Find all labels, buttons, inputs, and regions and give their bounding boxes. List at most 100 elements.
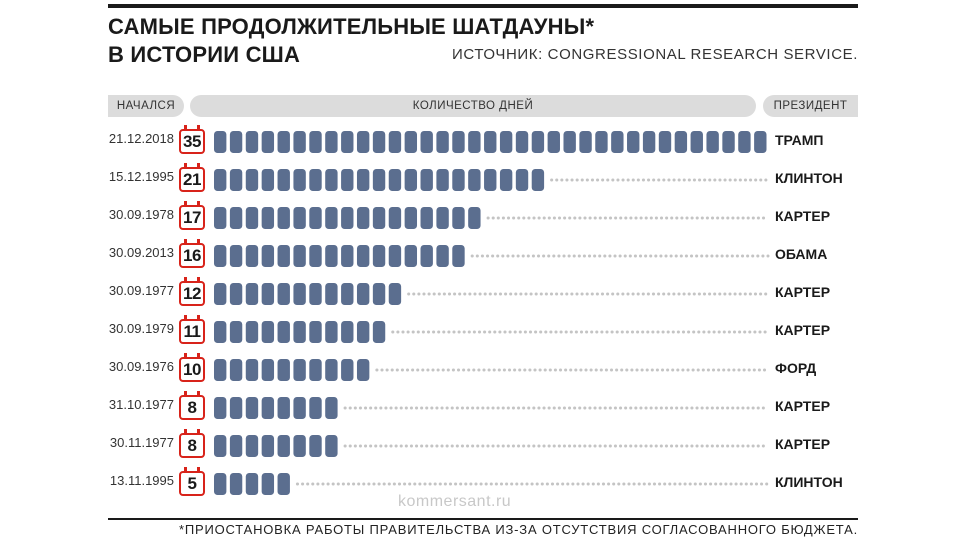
day-segment [309, 321, 322, 343]
day-segment [293, 131, 306, 153]
day-segment [642, 131, 656, 153]
day-segment [214, 359, 227, 381]
day-segment [356, 131, 370, 153]
day-segment [261, 169, 275, 191]
day-segment [404, 245, 418, 267]
day-segment [531, 131, 545, 153]
day-segment [563, 131, 576, 153]
day-bar-track [214, 397, 770, 419]
day-segment [261, 397, 275, 419]
calendar-icon-days-label: 35 [179, 125, 205, 154]
header-president: ПРЕЗИДЕНТ [763, 95, 858, 117]
start-date-label: 13.11.1995 [109, 473, 174, 488]
day-segment [277, 131, 290, 153]
day-segment [436, 207, 449, 229]
day-segment [674, 131, 688, 153]
chart-row: 30.09.1978 17 КАРТЕР [0, 199, 968, 237]
day-segment [499, 169, 513, 191]
day-segment [293, 397, 306, 419]
day-segment [309, 283, 322, 305]
calendar-icon-days-label: 10 [179, 353, 205, 382]
day-segment [722, 131, 735, 153]
day-segment [341, 359, 354, 381]
calendar-icon-days-label: 8 [179, 429, 205, 458]
calendar-icon-days-label: 8 [179, 391, 205, 420]
chart-row: 30.09.1979 11 КАРТЕР [0, 313, 968, 351]
day-segment [214, 473, 227, 495]
day-segment [261, 321, 275, 343]
day-segment [245, 131, 259, 153]
day-segment [706, 131, 719, 153]
day-segment [277, 473, 290, 495]
day-segment [261, 435, 275, 457]
day-segment [388, 131, 402, 153]
day-segment [325, 169, 338, 191]
day-bar-track [214, 473, 770, 495]
start-date-label: 30.09.1979 [108, 321, 174, 336]
day-segment [372, 245, 386, 267]
day-segment [404, 131, 418, 153]
calendar-icon-days-label: 21 [179, 163, 205, 192]
day-segment [356, 207, 370, 229]
header-days: КОЛИЧЕСТВО ДНЕЙ [190, 95, 756, 117]
day-segment [420, 131, 433, 153]
day-segment [452, 131, 465, 153]
president-label: КАРТЕР [775, 322, 831, 338]
day-segment [309, 359, 322, 381]
day-segment [293, 207, 306, 229]
day-segment [515, 131, 529, 153]
chart-row: 30.09.1976 10 ФОРД [0, 351, 968, 389]
header-start: НАЧАЛСЯ [108, 95, 184, 117]
chart-row: 30.09.1977 12 КАРТЕР [0, 275, 968, 313]
calendar-icon-days-label: 12 [179, 277, 205, 306]
chart-row: 30.09.2013 16 ОБАМА [0, 237, 968, 275]
day-segment [356, 283, 370, 305]
day-bar-track [214, 435, 770, 457]
day-segment [356, 169, 370, 191]
day-segment [309, 435, 322, 457]
day-segment [277, 169, 290, 191]
day-segment [245, 397, 259, 419]
day-segment [325, 283, 338, 305]
start-date-label: 21.12.2018 [108, 131, 174, 146]
day-segment [325, 397, 338, 419]
day-segment [754, 131, 767, 153]
day-segment [388, 169, 402, 191]
day-segment [293, 435, 306, 457]
day-segment [372, 321, 386, 343]
chart-row: 30.11.1977 8 КАРТЕР [0, 427, 968, 465]
day-segment [325, 321, 338, 343]
day-segment [484, 131, 497, 153]
day-segment [372, 207, 386, 229]
day-segment [595, 131, 608, 153]
day-segment [531, 169, 545, 191]
day-segment [420, 245, 433, 267]
day-segment [245, 473, 259, 495]
president-label: ТРАМП [775, 132, 824, 148]
president-label: ОБАМА [775, 246, 828, 262]
day-segment [245, 321, 259, 343]
day-segment [404, 207, 418, 229]
start-date-label: 15.12.1995 [108, 169, 174, 184]
day-segment [341, 207, 354, 229]
day-segment [277, 397, 290, 419]
day-segment [261, 283, 275, 305]
day-segment [309, 131, 322, 153]
day-segment [341, 169, 354, 191]
day-segment [261, 473, 275, 495]
president-label: КЛИНТОН [775, 170, 843, 186]
day-segment [214, 207, 227, 229]
day-segment [579, 131, 592, 153]
day-segment [420, 169, 433, 191]
day-bar-track [214, 245, 770, 267]
day-segment [277, 283, 290, 305]
day-segment [436, 131, 449, 153]
day-segment [388, 283, 402, 305]
top-rule [108, 4, 858, 8]
day-segment [404, 169, 418, 191]
source-note: ИСТОЧНИК: CONGRESSIONAL RESEARCH SERVICE… [452, 46, 858, 63]
chart-title: САМЫЕ ПРОДОЛЖИТЕЛЬНЫЕ ШАТДАУНЫ* В ИСТОРИ… [108, 13, 668, 69]
day-segment [436, 245, 449, 267]
calendar-icon-days-label: 11 [179, 315, 205, 344]
day-segment [229, 473, 243, 495]
